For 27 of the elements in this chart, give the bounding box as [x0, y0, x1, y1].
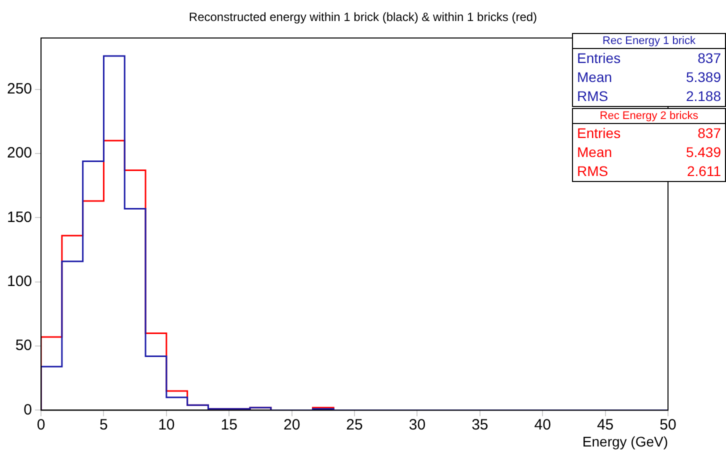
text: Rec Energy 2 bricks — [573, 109, 725, 124]
x-tick-label: 35 — [472, 416, 488, 434]
text: Rec Energy 1 brick — [573, 34, 725, 49]
x-tick-label: 50 — [660, 416, 676, 434]
y-tick-label: 0 — [24, 401, 32, 418]
y-tick-label: 250 — [6, 80, 32, 98]
y-tick-label: 200 — [6, 144, 32, 162]
y-tick-label: 100 — [6, 272, 32, 290]
x-tick-label: 25 — [346, 416, 363, 434]
text: Mean 5.389 — [577, 69, 721, 85]
x-tick-label: 30 — [408, 416, 426, 434]
x-axis-title: Energy (GeV) — [582, 433, 668, 450]
text: Entries 837 — [577, 125, 721, 141]
x-tick-label: 45 — [596, 416, 614, 434]
y-tick-label: 150 — [6, 208, 32, 226]
x-tick-label: 5 — [100, 416, 108, 434]
x-tick-label: 15 — [220, 416, 238, 434]
text: Mean 5.439 — [577, 144, 721, 160]
y-tick-label: 50 — [15, 337, 32, 354]
x-tick-label: 10 — [158, 416, 175, 434]
x-tick-label: 0 — [36, 416, 46, 434]
text: Entries 837 — [577, 50, 721, 66]
chart-title: Reconstructed energy within 1 brick (black) & within 1 bricks (red) — [188, 10, 538, 24]
text: RMS 2.611 — [577, 163, 721, 179]
x-tick-label: 40 — [534, 416, 551, 434]
x-tick-label: 20 — [283, 416, 300, 434]
text: RMS 2.188 — [577, 88, 721, 104]
